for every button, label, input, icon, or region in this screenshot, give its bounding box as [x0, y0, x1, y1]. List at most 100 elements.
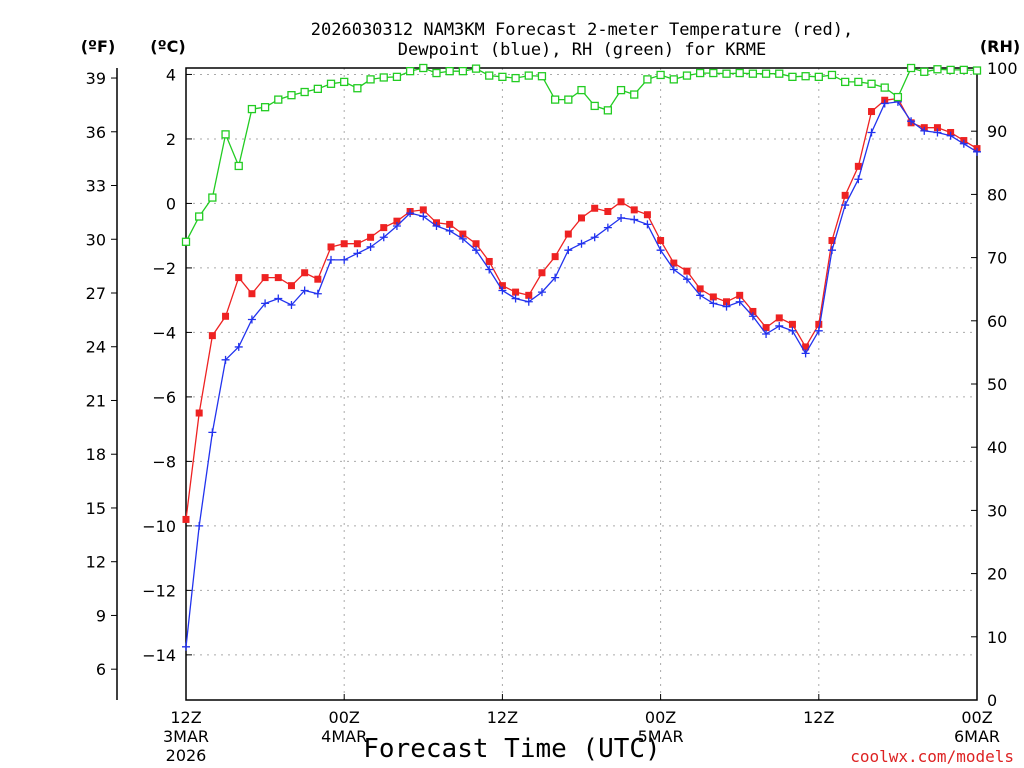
rh-point: [326, 79, 336, 88]
temperature-point: [419, 206, 427, 214]
temperature-point: [340, 240, 348, 248]
dewpoint-point: [959, 139, 968, 148]
rh-point: [379, 73, 388, 82]
rh-point: [603, 106, 613, 115]
temperature-point: [736, 291, 744, 299]
rh-point: [669, 75, 678, 84]
temperature-point: [367, 233, 375, 241]
rh-point: [841, 77, 850, 87]
temperature-point: [182, 515, 190, 523]
dewpoint-point: [643, 220, 652, 229]
celsius-tick-label: 0: [166, 194, 176, 213]
dewpoint-point: [511, 294, 520, 303]
temperature-point: [617, 198, 625, 206]
temperature-point: [828, 237, 836, 245]
rh-point: [920, 67, 929, 76]
fahrenheit-tick-label: 27: [86, 284, 106, 303]
rh-point: [709, 68, 718, 78]
rh-point: [590, 101, 599, 111]
dewpoint-point: [762, 330, 771, 339]
dewpoint-point: [300, 286, 309, 295]
rh-point: [195, 212, 204, 221]
rh-point: [814, 72, 823, 81]
temperature-point: [248, 290, 256, 298]
temperature-point: [788, 320, 796, 328]
dewpoint-point: [392, 222, 401, 230]
rh-point: [656, 70, 665, 80]
dewpoint-point: [419, 212, 428, 221]
time-tick-label: 00Z: [645, 708, 676, 727]
dewpoint-point: [366, 242, 375, 251]
fahrenheit-tick-label: 39: [86, 69, 106, 88]
temperature-point: [868, 108, 876, 116]
rh-tick-label: 50: [987, 375, 1007, 394]
dewpoint-point: [722, 302, 731, 311]
temperature-line: [185, 97, 978, 520]
rh-point: [893, 92, 903, 102]
rh-point: [419, 63, 428, 73]
celsius-tick-label: −4: [152, 323, 176, 342]
temperature-point: [670, 259, 678, 267]
dewpoint-point: [867, 128, 876, 137]
temperature-point: [393, 217, 401, 225]
rh-point: [445, 67, 454, 76]
temperature-point: [933, 124, 941, 132]
dewpoint-point: [880, 99, 889, 108]
temperature-point: [498, 282, 506, 290]
temperature-point: [762, 324, 770, 332]
celsius-tick-label: −6: [152, 388, 176, 407]
celsius-tick-label: −12: [142, 581, 176, 600]
year-tick-label: 2026: [166, 746, 207, 765]
temperature-point: [353, 240, 361, 248]
temperature-point: [380, 224, 388, 232]
temperature-point: [802, 343, 810, 351]
dewpoint-point: [208, 428, 217, 437]
temperature-point: [551, 253, 559, 261]
rh-point: [616, 85, 626, 95]
dewpoint-point: [406, 209, 415, 218]
dewpoint-point: [669, 265, 678, 274]
dewpoint-point: [748, 312, 757, 321]
dewpoint-point: [788, 326, 797, 335]
temperature-point: [525, 291, 533, 299]
rh-point: [761, 69, 771, 78]
rh-point: [405, 67, 415, 76]
dewpoint-point: [458, 234, 467, 243]
dewpoint-point: [287, 301, 296, 309]
dewpoint-point: [485, 265, 494, 274]
rh-point: [260, 103, 270, 112]
time-tick-label: 12Z: [170, 708, 201, 727]
dewpoint-point: [327, 255, 336, 264]
dewpoint-point: [221, 355, 230, 364]
rh-point: [485, 71, 494, 80]
time-tick-label: 12Z: [487, 708, 518, 727]
rh-point: [471, 64, 481, 73]
fahrenheit-tick-label: 9: [96, 606, 106, 625]
rh-point: [564, 95, 573, 104]
fahrenheit-tick-label: 33: [86, 177, 106, 196]
rh-tick-label: 100: [987, 59, 1018, 78]
temperature-point: [564, 230, 572, 238]
dewpoint-point: [379, 233, 388, 242]
dewpoint-point: [313, 289, 322, 298]
dewpoint-point: [195, 521, 204, 530]
rh-tick-label: 40: [987, 438, 1007, 457]
rh-point: [313, 84, 322, 94]
temperature-point: [723, 298, 731, 306]
temperature-point: [604, 207, 612, 215]
rh-point: [511, 73, 520, 83]
rh-point: [287, 91, 296, 100]
dewpoint-point: [261, 299, 270, 308]
dewpoint-point: [274, 294, 283, 303]
temperature-point: [485, 257, 493, 265]
celsius-tick-label: −2: [152, 259, 176, 278]
dewpoint-point: [827, 246, 836, 255]
temperature-point: [301, 269, 309, 277]
rh-point: [946, 65, 955, 75]
rh-tick-label: 60: [987, 312, 1007, 331]
chart-title-line1: 2026030312 NAM3KM Forecast 2-meter Tempe…: [311, 20, 853, 40]
dewpoint-point: [920, 126, 929, 135]
rh-point: [340, 77, 349, 87]
fahrenheit-tick-label: 36: [86, 123, 106, 142]
